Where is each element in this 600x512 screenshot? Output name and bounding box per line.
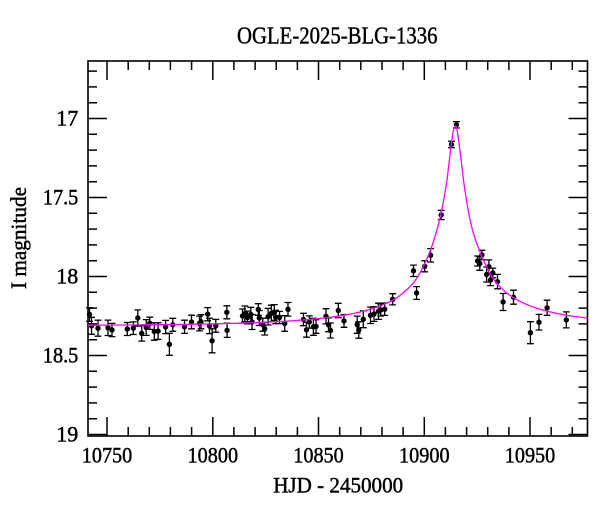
svg-text:10850: 10850 xyxy=(293,443,344,468)
svg-text:18: 18 xyxy=(56,264,78,289)
svg-text:I magnitude: I magnitude xyxy=(6,187,31,289)
svg-text:OGLE-2025-BLG-1336: OGLE-2025-BLG-1336 xyxy=(237,22,438,49)
svg-text:18.5: 18.5 xyxy=(43,343,79,368)
svg-text:10800: 10800 xyxy=(188,443,239,468)
svg-text:17.5: 17.5 xyxy=(43,185,79,210)
svg-text:19: 19 xyxy=(56,422,78,447)
svg-text:10900: 10900 xyxy=(399,443,450,468)
svg-text:10750: 10750 xyxy=(82,443,133,468)
svg-text:HJD - 2450000: HJD - 2450000 xyxy=(273,473,403,498)
svg-text:17: 17 xyxy=(56,106,78,131)
svg-text:10950: 10950 xyxy=(505,443,556,468)
